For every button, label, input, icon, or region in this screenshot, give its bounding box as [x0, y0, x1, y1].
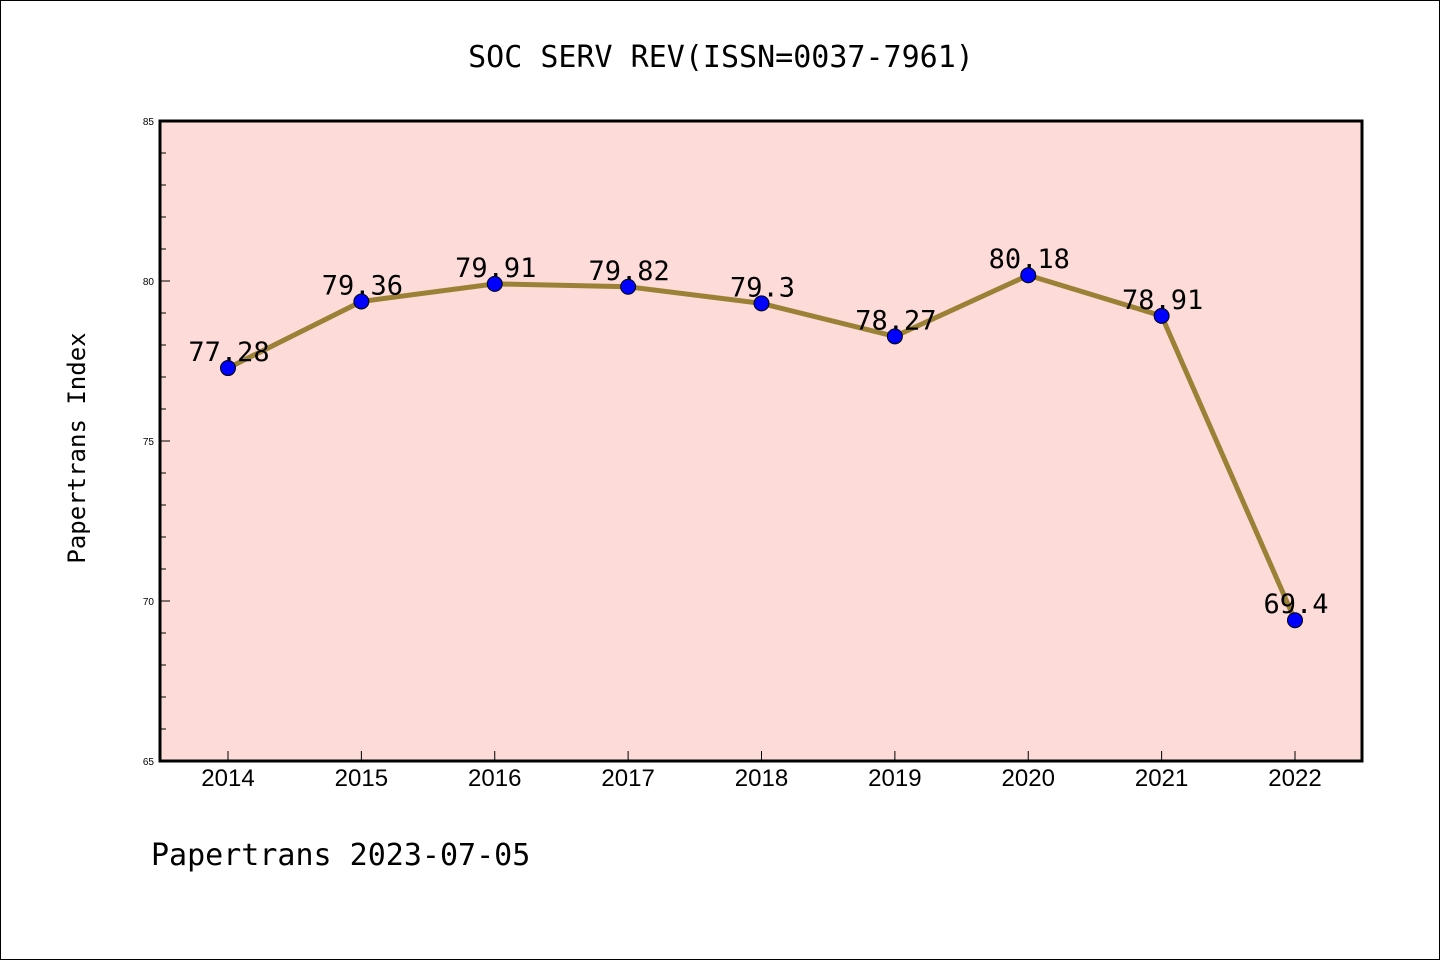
data-label: 77.28 — [188, 337, 269, 368]
data-label: 78.27 — [855, 305, 936, 336]
y-tick-label: 85 — [143, 117, 155, 128]
data-label: 79.82 — [588, 256, 669, 287]
y-tick-label: 75 — [143, 437, 155, 448]
data-point-marker — [486, 275, 503, 292]
data-label: 79.91 — [455, 253, 536, 284]
data-markers — [220, 267, 1303, 629]
x-axis-ticks: 2014 2015 2016 2017 2018 2019 2020 2021 2022 — [201, 751, 1322, 792]
data-label: 78.91 — [1122, 285, 1203, 316]
x-tick-label: 2016 — [468, 765, 521, 792]
data-labels: 77.28 79.36 79.91 79.82 79.3 78.27 80.18 78.91 6… — [188, 244, 1328, 620]
y-tick-label: 70 — [143, 597, 155, 608]
x-tick-label: 2021 — [1135, 765, 1188, 792]
y-tick-label: 80 — [143, 277, 155, 288]
y-axis-ticks: 65 70 75 80 85 — [143, 117, 170, 768]
data-point-marker — [1020, 267, 1037, 284]
x-tick-label: 2018 — [735, 765, 788, 792]
x-tick-label: 2022 — [1268, 765, 1321, 792]
y-tick-label: 65 — [143, 757, 155, 768]
data-label: 69.4 — [1263, 589, 1328, 620]
chart-title: SOC SERV REV(ISSN=0037-7961) — [468, 40, 974, 75]
data-point-marker — [353, 293, 370, 310]
data-point-marker — [220, 360, 236, 377]
data-point-marker — [1153, 307, 1170, 324]
data-point-marker — [620, 278, 637, 295]
x-tick-label: 2015 — [335, 765, 388, 792]
plot-area — [158, 119, 1364, 763]
data-point-marker — [753, 295, 770, 312]
data-label: 80.18 — [989, 244, 1070, 275]
data-label: 79.3 — [730, 272, 795, 303]
footer-text: Papertrans 2023-07-05 — [151, 838, 530, 873]
x-tick-label: 2014 — [201, 765, 254, 792]
x-tick-label: 2020 — [1002, 765, 1055, 792]
x-tick-label: 2017 — [601, 765, 654, 792]
data-point-marker — [1287, 612, 1303, 629]
x-tick-label: 2019 — [868, 765, 921, 792]
y-axis-label: Papertrans Index — [63, 332, 91, 563]
data-point-marker — [886, 328, 903, 345]
data-label: 79.36 — [322, 270, 403, 301]
